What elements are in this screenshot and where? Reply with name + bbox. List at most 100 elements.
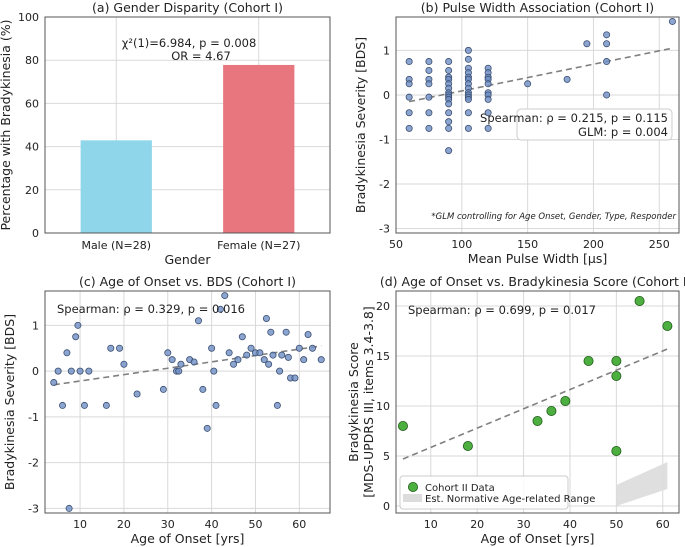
- data-point: [269, 351, 277, 359]
- data-point: [611, 445, 622, 456]
- data-point: [484, 80, 492, 88]
- data-point: [216, 305, 224, 313]
- data-point: [256, 349, 264, 357]
- data-point: [304, 330, 312, 338]
- data-point: [583, 355, 594, 366]
- plot-frame: [395, 290, 680, 514]
- y-tick-label: 20: [376, 300, 390, 313]
- data-point: [524, 80, 532, 88]
- data-point: [484, 95, 492, 103]
- data-point: [563, 75, 571, 83]
- normative-range-band: [616, 462, 668, 506]
- y-tick-label: -2: [379, 178, 390, 191]
- y-tick-label: 20: [25, 184, 39, 197]
- data-point: [484, 109, 492, 117]
- data-point: [397, 420, 408, 431]
- data-point: [276, 367, 284, 375]
- x-tick-label: 30: [517, 518, 531, 531]
- data-point: [445, 109, 453, 117]
- x-tick-label: Female (N=27): [217, 239, 300, 252]
- x-tick-label: Male (N=28): [81, 239, 151, 252]
- chart-title: (a) Gender Disparity (Cohort I): [92, 0, 283, 15]
- data-point: [85, 367, 93, 375]
- data-point: [611, 370, 622, 381]
- data-point: [634, 295, 645, 306]
- data-point: [247, 344, 255, 352]
- data-point: [175, 367, 183, 375]
- x-axis-label: Age of Onset [yrs]: [131, 531, 245, 546]
- chart-title: (b) Pulse Width Association (Cohort I): [421, 0, 654, 15]
- x-axis-label: Mean Pulse Width [μs]: [468, 251, 607, 266]
- data-point: [603, 40, 611, 48]
- data-point: [445, 147, 453, 155]
- legend-marker-cohort: [407, 481, 418, 492]
- x-tick-label: 200: [583, 238, 604, 251]
- data-point: [405, 93, 413, 101]
- chart-a: [44, 16, 331, 234]
- data-point: [532, 415, 543, 426]
- data-point: [445, 100, 453, 108]
- y-tick-label: -1: [28, 411, 39, 424]
- trend-line: [402, 348, 668, 460]
- data-point: [54, 367, 62, 375]
- legend-label: Est. Normative Age-related Range: [425, 494, 595, 505]
- data-point: [107, 344, 115, 352]
- data-point: [225, 349, 233, 357]
- data-point: [308, 344, 316, 352]
- y-tick-label: 60: [25, 97, 39, 110]
- trend-line: [409, 47, 673, 103]
- data-point: [484, 124, 492, 132]
- data-point: [445, 66, 453, 74]
- y-tick-label: 0: [32, 227, 39, 240]
- data-point: [230, 360, 238, 368]
- legend-box: [399, 475, 569, 510]
- x-tick-label: 60: [292, 518, 306, 531]
- x-tick-label: 50: [609, 518, 623, 531]
- data-point: [425, 124, 433, 132]
- plot-frame: [44, 290, 331, 514]
- stats-annotation: OR = 4.67: [171, 49, 231, 63]
- glm-footnote: *GLM controlling for Age Onset, Gender, …: [431, 212, 676, 222]
- data-point: [405, 80, 413, 88]
- data-point: [464, 124, 472, 132]
- x-tick-label: 30: [161, 518, 175, 531]
- data-point: [177, 360, 185, 368]
- data-point: [80, 401, 88, 409]
- x-tick-label: 150: [517, 238, 538, 251]
- data-point: [260, 356, 268, 364]
- data-point: [282, 328, 290, 336]
- data-point: [234, 356, 242, 364]
- data-point: [267, 328, 275, 336]
- data-point: [72, 333, 80, 341]
- data-point: [405, 109, 413, 117]
- y-axis-label: Percentage with Bradykinesia (%): [0, 19, 13, 230]
- x-tick-label: 50: [389, 238, 403, 251]
- y-tick-label: 100: [18, 11, 39, 24]
- stats-annotation: χ²(1)=6.984, p = 0.008: [122, 36, 257, 50]
- data-point: [159, 385, 167, 393]
- data-point: [462, 440, 473, 451]
- stats-annotation: Spearman: ρ = 0.699, p = 0.017: [408, 303, 596, 317]
- x-tick-label: 40: [205, 518, 219, 531]
- chart-title: (c) Age of Onset vs. BDS (Cohort I): [79, 274, 296, 289]
- data-point: [50, 379, 58, 387]
- chart-c: [44, 290, 331, 514]
- data-point: [603, 58, 611, 66]
- x-axis-label: Age of Onset [yrs]: [481, 531, 595, 546]
- data-point: [464, 109, 472, 117]
- plot-frame: [44, 16, 331, 234]
- data-point: [284, 353, 292, 361]
- data-point: [317, 356, 325, 364]
- legend-label: Cohort II Data: [425, 483, 495, 494]
- y-tick-label: 0: [32, 365, 39, 378]
- data-point: [445, 58, 453, 66]
- data-point: [278, 351, 286, 359]
- data-point: [238, 333, 246, 341]
- data-point: [120, 360, 128, 368]
- trend-line: [53, 345, 322, 386]
- bar-0: [80, 140, 152, 233]
- data-point: [445, 118, 453, 126]
- data-point: [208, 344, 216, 352]
- y-tick-label: 1: [383, 44, 390, 57]
